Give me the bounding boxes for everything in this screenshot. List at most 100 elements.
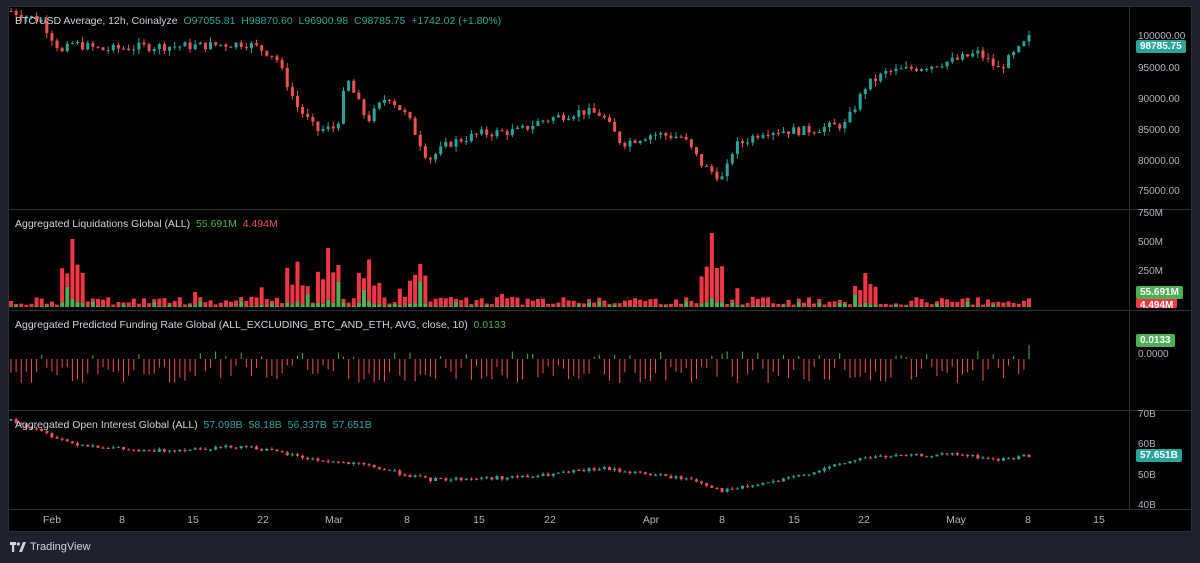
- time-axis[interactable]: Feb 8 15 22 Mar 8 15 22 Apr 8 15 22 May …: [9, 510, 1129, 532]
- liquidations-title[interactable]: Aggregated Liquidations Global (ALL): [15, 218, 191, 230]
- short-liquidation-bar: [735, 288, 740, 305]
- short-liquidation-bar: [341, 298, 346, 303]
- long-liquidation-bar: [597, 301, 602, 307]
- long-liquidation-bar: [356, 302, 361, 307]
- pane-separator[interactable]: [9, 410, 1193, 411]
- long-liquidation-bar: [65, 286, 70, 307]
- liquidations-pane[interactable]: Aggregated Liquidations Global (ALL) 55.…: [9, 210, 1129, 310]
- oi-candle: [623, 471, 627, 473]
- oi-candle: [940, 453, 944, 455]
- long-liquidation-bar: [576, 304, 581, 307]
- long-liquidation-bar: [382, 305, 387, 307]
- pane-separator[interactable]: [9, 310, 1193, 311]
- price-candle: [1022, 41, 1026, 47]
- long-liquidation-bar: [868, 304, 873, 307]
- short-liquidation-bar: [34, 297, 39, 306]
- price-candle: [162, 44, 166, 51]
- change-value: +1742.02 (+1.80%): [411, 15, 502, 27]
- open-interest-pane[interactable]: Aggregated Open Interest Global (ALL) 57…: [9, 411, 1129, 509]
- short-liquidation-bar: [208, 300, 213, 307]
- price-candle: [960, 54, 964, 60]
- price-candle: [613, 121, 617, 132]
- long-liquidation-bar: [893, 304, 898, 307]
- price-candle: [935, 66, 939, 68]
- price-candle: [920, 69, 924, 71]
- price-candle: [587, 108, 591, 115]
- oi-candle: [382, 469, 386, 471]
- short-liquidation-bar: [372, 285, 377, 305]
- long-liquidation-bar: [346, 306, 351, 307]
- long-liquidation-bar: [39, 306, 44, 307]
- long-liquidation-bar: [940, 305, 945, 307]
- long-liquidation-bar: [290, 304, 295, 307]
- pane-separator[interactable]: [9, 509, 1193, 510]
- price-candle: [966, 54, 970, 57]
- short-liquidation-bar: [607, 303, 612, 306]
- short-liquidation-bar: [131, 298, 136, 306]
- price-tick: 85000.00: [1138, 125, 1180, 136]
- short-liquidation-bar: [234, 300, 239, 307]
- oi-candle: [843, 463, 847, 465]
- long-liquidation-bar: [648, 306, 653, 307]
- price-axis[interactable]: 100000.00 95000.00 90000.00 85000.00 800…: [1129, 7, 1193, 209]
- short-liquidation-bar: [996, 301, 1001, 307]
- long-liquidation-bar: [750, 305, 755, 307]
- short-liquidation-bar: [704, 266, 709, 303]
- oi-candle: [802, 474, 806, 476]
- short-liquidation-bar: [367, 259, 372, 302]
- oi-candle: [173, 450, 177, 452]
- long-liquidation-bar: [361, 289, 366, 307]
- price-candle: [490, 134, 494, 137]
- short-liquidation-bar: [136, 303, 141, 307]
- liq-tick: 500M: [1138, 237, 1164, 248]
- funding-axis[interactable]: 0.0000 0.0133: [1129, 311, 1193, 410]
- open-interest-title[interactable]: Aggregated Open Interest Global (ALL): [15, 419, 198, 431]
- price-candle: [439, 146, 443, 155]
- oi-candle: [592, 468, 596, 471]
- oi-candle: [546, 473, 550, 476]
- open-interest-axis[interactable]: 70B 60B 50B 40B 57.651B: [1129, 409, 1193, 511]
- short-liquidation-bar: [760, 297, 765, 306]
- funding-title[interactable]: Aggregated Predicted Funding Rate Global…: [15, 319, 468, 331]
- short-liquidation-bar: [101, 299, 106, 307]
- short-liquidation-bar: [95, 298, 100, 307]
- short-liquidation-bar: [331, 272, 336, 303]
- long-liquidation-bar: [49, 306, 54, 307]
- symbol-label[interactable]: BTC/USD Average, 12h, Coinalyze: [15, 15, 178, 27]
- price-candle: [853, 109, 857, 112]
- oi-candle: [290, 454, 294, 456]
- price-candle: [909, 66, 913, 69]
- long-liquidation-bar: [709, 298, 714, 307]
- long-liquidation-bar: [807, 305, 812, 307]
- oi-candle: [930, 456, 934, 458]
- oi-candle: [86, 444, 90, 447]
- price-candle: [357, 92, 361, 100]
- funding-tag: 0.0133: [1136, 334, 1175, 347]
- price-candle: [285, 67, 289, 88]
- oi-candle: [510, 476, 514, 478]
- tradingview-brand[interactable]: TradingView: [10, 541, 91, 553]
- short-liquidation-bar: [90, 298, 95, 302]
- liquidations-axis[interactable]: 750M 500M 250M 4.494M 55.691M: [1129, 208, 1193, 310]
- short-liquidation-bar: [899, 304, 904, 307]
- short-liquidation-bar: [530, 300, 535, 307]
- oi-candle: [122, 447, 126, 450]
- oi-candle: [827, 466, 831, 469]
- short-liquidation-bar: [893, 303, 898, 305]
- short-liquidation-bar: [275, 297, 280, 306]
- funding-pane[interactable]: Aggregated Predicted Funding Rate Global…: [9, 311, 1129, 410]
- oi-candle: [45, 431, 49, 434]
- oi-candle: [838, 463, 842, 465]
- oi-candle: [362, 463, 366, 465]
- short-liquidation-bar: [945, 299, 950, 307]
- oi-candle: [239, 446, 243, 449]
- short-liquidation-bar: [653, 298, 658, 306]
- price-pane[interactable]: BTC/USD Average, 12h, Coinalyze O97055.8…: [9, 7, 1129, 209]
- time-tick: 22: [544, 514, 556, 526]
- pane-separator[interactable]: [9, 209, 1193, 210]
- oi-candle: [280, 451, 284, 453]
- oi-candle: [209, 449, 213, 451]
- oi-candle: [526, 475, 530, 478]
- oi-candle: [500, 476, 504, 480]
- oi-candle: [152, 450, 156, 452]
